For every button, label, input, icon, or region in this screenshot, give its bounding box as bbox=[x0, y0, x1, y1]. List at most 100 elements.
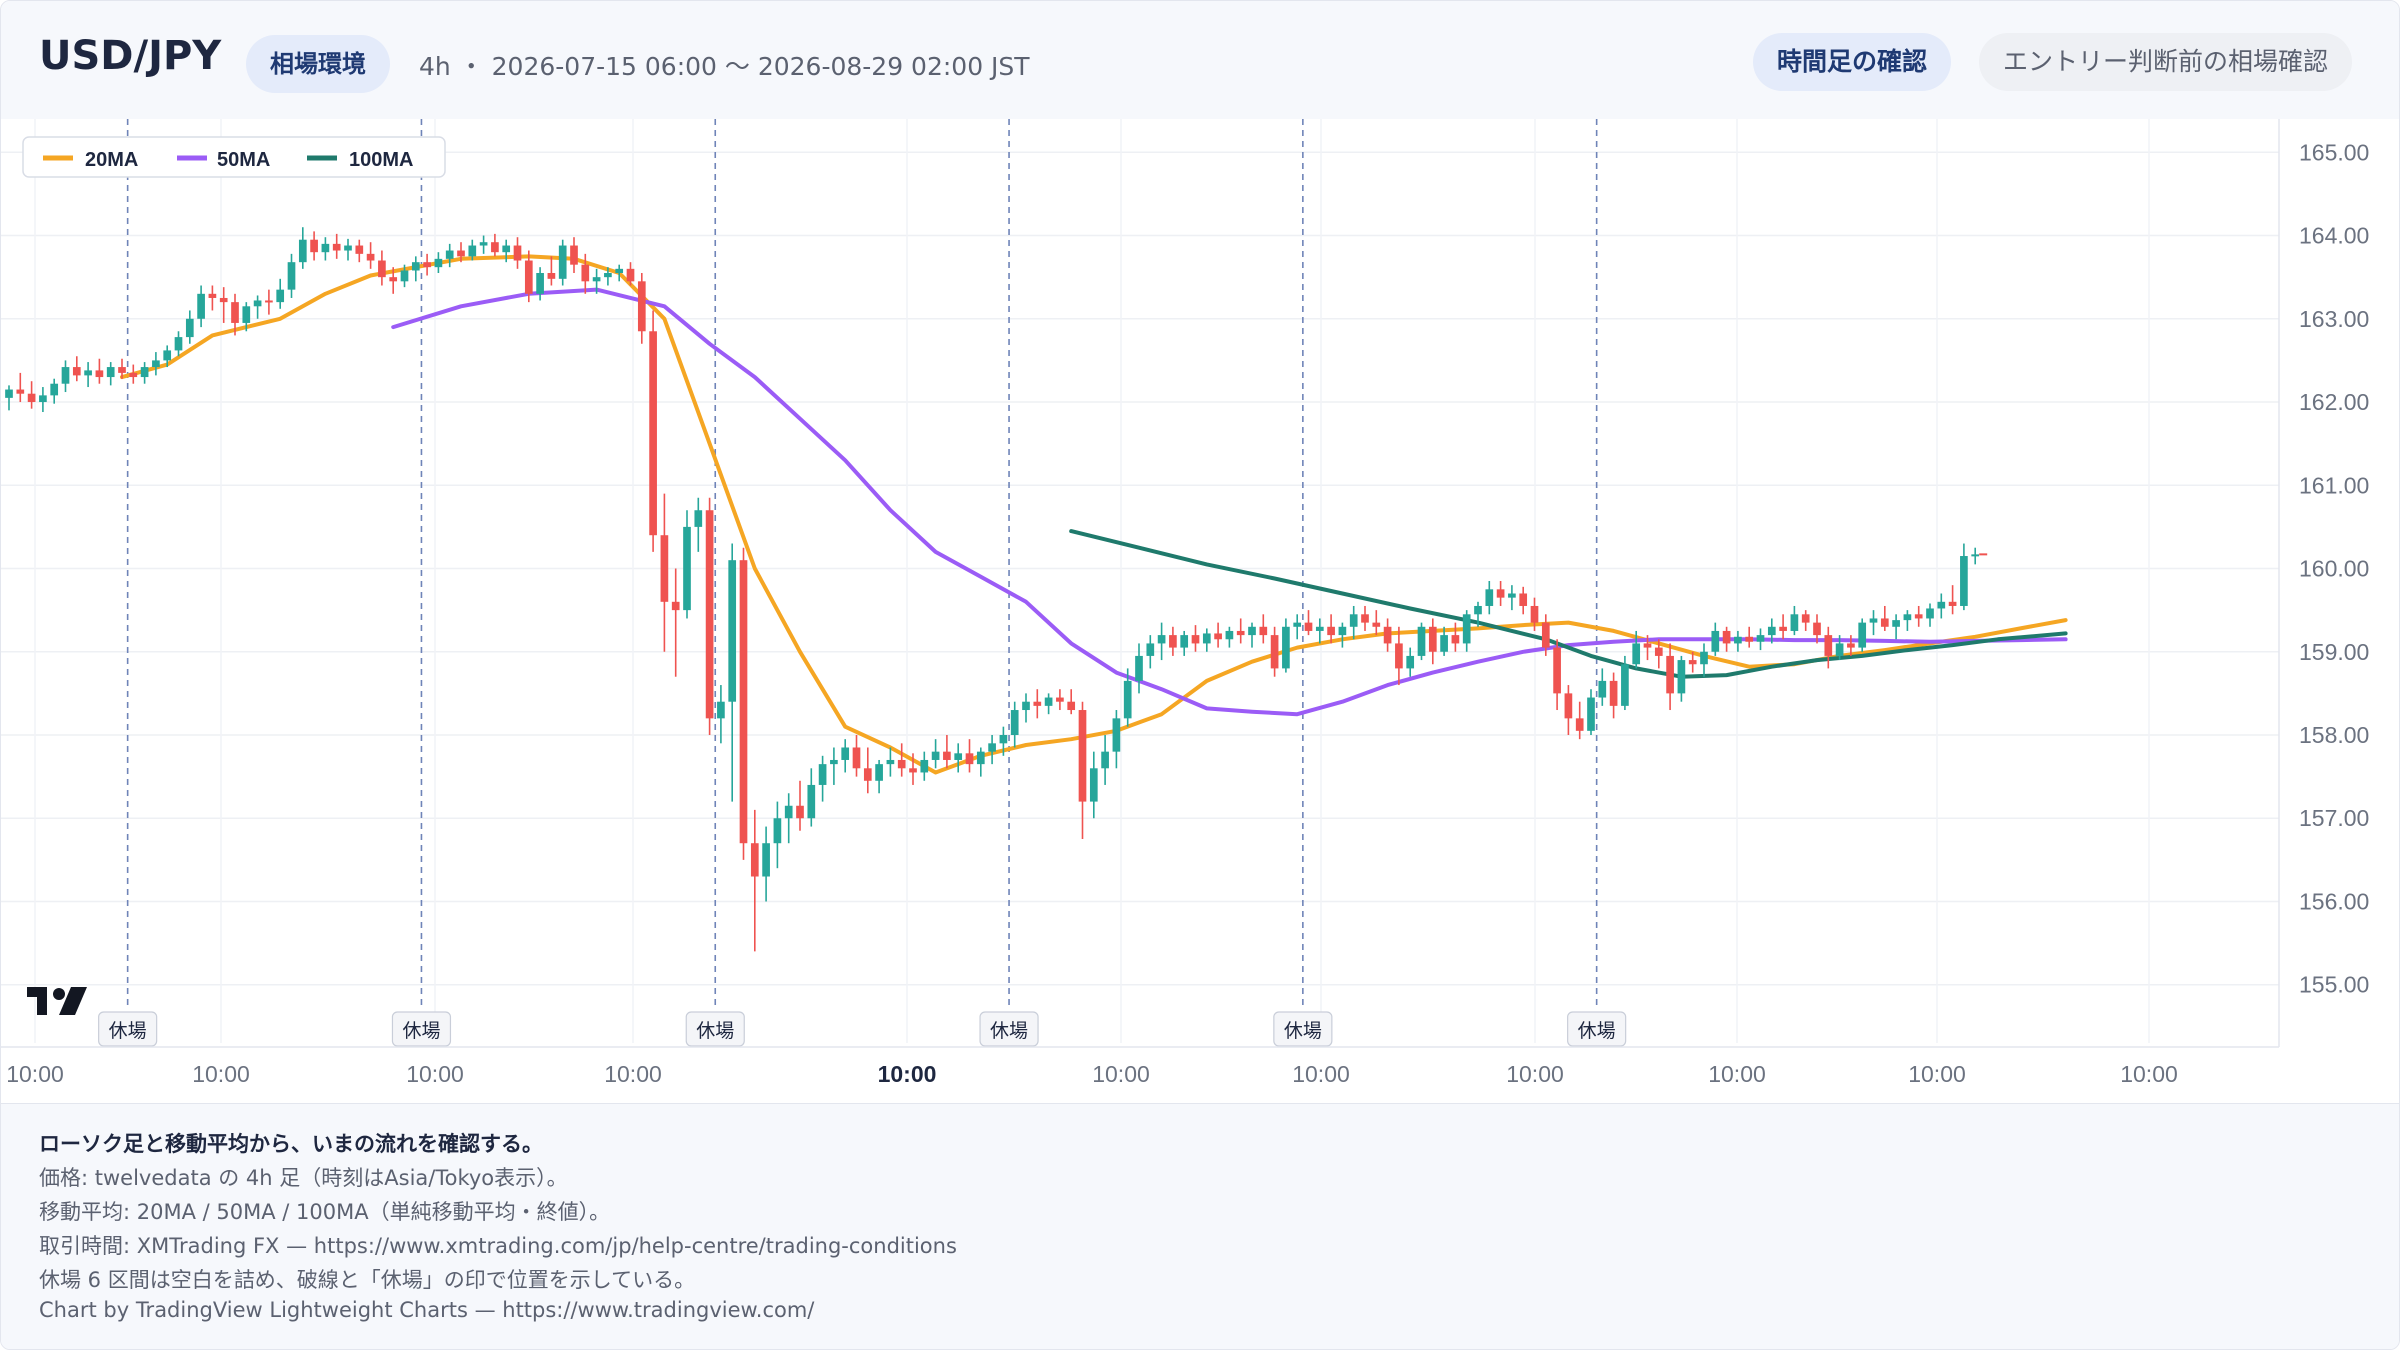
candle-up bbox=[1971, 554, 1980, 557]
footer-ma-note: 移動平均: 20MA / 50MA / 100MA（単純移動平均・終値）。 bbox=[39, 1200, 611, 1224]
candle-down bbox=[1654, 647, 1663, 656]
candle-down bbox=[1056, 697, 1064, 702]
market-closed-label: 休場 bbox=[1284, 1020, 1322, 1042]
market-closed-label: 休場 bbox=[109, 1020, 147, 1042]
candle-up bbox=[1960, 556, 1968, 606]
candle-up bbox=[445, 250, 454, 259]
candle-up bbox=[1767, 626, 1776, 636]
candle-up bbox=[717, 701, 725, 719]
candle-down bbox=[1451, 635, 1460, 644]
candle-up bbox=[479, 242, 488, 246]
candle-down bbox=[649, 331, 657, 536]
candle-down bbox=[1779, 626, 1787, 631]
candle-down bbox=[581, 264, 590, 282]
candle-up bbox=[468, 245, 477, 257]
candle-up bbox=[1474, 605, 1482, 615]
candle-down bbox=[1327, 626, 1335, 636]
candle-up bbox=[1157, 635, 1166, 644]
candle-up bbox=[931, 751, 940, 760]
candle-up bbox=[773, 818, 782, 844]
candle-up bbox=[988, 743, 996, 752]
y-tick-label: 162.00 bbox=[2299, 389, 2369, 415]
candle-up bbox=[683, 526, 691, 611]
candle-up bbox=[830, 759, 838, 765]
candle-up bbox=[140, 367, 149, 378]
x-tick-label: 10:00 bbox=[1908, 1061, 1966, 1087]
candle-down bbox=[1519, 593, 1528, 606]
candle-up bbox=[1485, 589, 1494, 606]
candle-down bbox=[570, 245, 578, 265]
candle-up bbox=[1112, 718, 1121, 752]
y-tick-label: 161.00 bbox=[2299, 472, 2369, 498]
candle-down bbox=[1304, 622, 1313, 631]
market-closed-label: 休場 bbox=[990, 1020, 1028, 1042]
timeframe-check-button[interactable]: 時間足の確認 bbox=[1753, 33, 1952, 91]
candle-up bbox=[174, 337, 183, 351]
candle-up bbox=[728, 560, 737, 702]
candle-up bbox=[1903, 614, 1912, 621]
candle-up bbox=[344, 245, 352, 251]
candle-down bbox=[1395, 643, 1403, 669]
ma-line-50ma bbox=[391, 287, 2068, 717]
candle-up bbox=[1587, 697, 1595, 731]
range-info: 4h ・ 2026-07-15 06:00 〜 2026-08-29 02:00… bbox=[419, 52, 1030, 81]
candle-down bbox=[1914, 614, 1923, 619]
candle-up bbox=[604, 273, 612, 278]
candle-up bbox=[920, 759, 929, 773]
footer-notes: ローソク足と移動平均から、いまの流れを確認する。 価格: twelvedata … bbox=[1, 1103, 2399, 1349]
candle-up bbox=[50, 383, 59, 396]
x-tick-label: 10:00 bbox=[1506, 1061, 1564, 1087]
candle-up bbox=[400, 270, 409, 282]
candle-up bbox=[39, 395, 47, 403]
candle-up bbox=[1734, 636, 1742, 644]
x-tick-label: 10:00 bbox=[1092, 1061, 1150, 1087]
candle-down bbox=[863, 768, 872, 781]
candle-down bbox=[265, 300, 273, 303]
candle-down bbox=[1575, 718, 1584, 731]
candle-down bbox=[219, 297, 228, 303]
candle-down bbox=[796, 805, 804, 819]
candle-up bbox=[1937, 601, 1946, 609]
market-closed-label: 休場 bbox=[1578, 1020, 1616, 1042]
market-env-badge[interactable]: 相場環境 bbox=[246, 35, 390, 93]
pre-entry-check-button[interactable]: エントリー判断前の相場確認 bbox=[1979, 33, 2353, 91]
candle-down bbox=[750, 843, 759, 877]
candle-up bbox=[1146, 643, 1155, 656]
candlestick-chart[interactable]: 休場 休場 休場 休場 休場 休場 165.00 164.00 163.00 162.00 161… bbox=[1, 119, 2399, 1103]
footer-gap-note: 休場 6 区間は空白を詰め、破線と「休場」の印で位置を示している。 bbox=[39, 1268, 696, 1292]
candle-up bbox=[152, 360, 160, 368]
candle-up bbox=[1869, 618, 1878, 623]
candle-up bbox=[84, 370, 92, 376]
candle-up bbox=[1022, 701, 1030, 711]
market-closed-badge bbox=[98, 1011, 158, 1047]
candle-up bbox=[434, 258, 443, 268]
candle-up bbox=[1293, 622, 1302, 627]
candle-up bbox=[1462, 614, 1471, 644]
candle-up bbox=[1858, 622, 1867, 648]
candle-up bbox=[197, 293, 205, 319]
candle-down bbox=[231, 302, 239, 323]
candle-down bbox=[366, 253, 375, 261]
candle-up bbox=[1440, 635, 1448, 652]
candle-up bbox=[615, 268, 624, 273]
candle-down bbox=[1564, 693, 1573, 719]
candle-up bbox=[536, 273, 544, 294]
candle-up bbox=[1349, 614, 1358, 627]
candle-up bbox=[784, 805, 793, 819]
candle-up bbox=[1101, 751, 1109, 769]
candle-down bbox=[1643, 643, 1652, 648]
candle-up bbox=[694, 510, 703, 527]
candle-up bbox=[1700, 651, 1708, 665]
y-tick-label: 165.00 bbox=[2299, 139, 2369, 165]
y-tick-label: 158.00 bbox=[2299, 722, 2369, 748]
candle-down bbox=[310, 239, 318, 253]
candle-up bbox=[1621, 664, 1629, 706]
candle-down bbox=[671, 601, 680, 611]
candle-up bbox=[875, 764, 883, 781]
candle-up bbox=[185, 318, 194, 338]
candle-down bbox=[16, 389, 25, 394]
candle-down bbox=[909, 768, 917, 773]
candle-up bbox=[1835, 643, 1844, 656]
legend-20ma-label: 20MA bbox=[85, 149, 138, 171]
candle-up bbox=[1711, 630, 1720, 652]
